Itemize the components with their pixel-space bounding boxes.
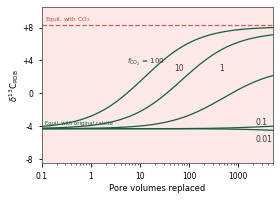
Text: $f_{\mathrm{CO_2}}$ = 100: $f_{\mathrm{CO_2}}$ = 100 — [127, 57, 165, 68]
Text: 0.01: 0.01 — [255, 135, 272, 144]
Text: Equil. with original calcite: Equil. with original calcite — [45, 121, 113, 126]
Y-axis label: $\delta^{13}$C$_{\rm PDB}$: $\delta^{13}$C$_{\rm PDB}$ — [7, 69, 21, 102]
Text: 10: 10 — [174, 64, 184, 73]
Text: 0.1: 0.1 — [255, 118, 267, 127]
X-axis label: Pore volumes replaced: Pore volumes replaced — [109, 184, 205, 193]
Text: Equil. with CO$_2$: Equil. with CO$_2$ — [45, 15, 90, 24]
Text: 1: 1 — [219, 64, 223, 73]
